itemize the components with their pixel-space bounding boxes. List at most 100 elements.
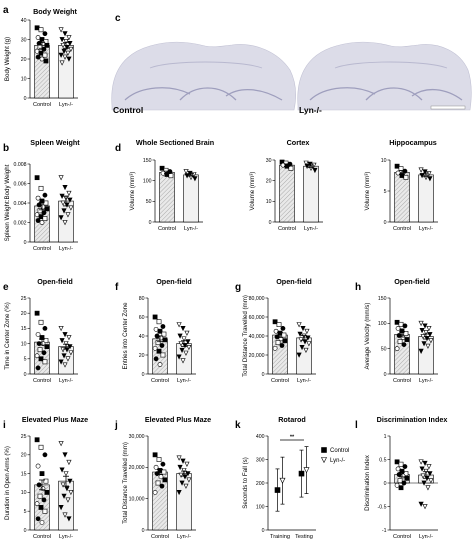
y-tick-label: 30 (266, 158, 272, 164)
data-point (37, 208, 43, 214)
y-tick-label: 20 (21, 311, 27, 317)
panel-letter: c (115, 13, 121, 24)
x-tick-label: Lyn-/- (59, 246, 73, 252)
data-point (67, 478, 73, 484)
data-point (59, 338, 65, 344)
data-point (35, 54, 41, 60)
data-point (39, 520, 45, 525)
data-point (184, 173, 190, 179)
data-point (58, 27, 64, 33)
data-point (58, 325, 64, 332)
data-point (305, 335, 311, 341)
series-point (298, 470, 305, 477)
data-point (418, 459, 424, 465)
data-point (38, 27, 44, 33)
data-point (403, 331, 409, 336)
data-point (419, 173, 425, 179)
data-point (181, 468, 187, 474)
data-point (402, 464, 408, 469)
data-point (42, 31, 48, 37)
y-tick-label: 0 (384, 481, 387, 487)
data-point (158, 335, 164, 341)
data-point (34, 353, 40, 359)
y-axis-label: Time in Center Zone (%) (4, 302, 11, 370)
data-point (60, 200, 66, 206)
chart-title: Rotarod (278, 415, 306, 424)
x-tick-label: Lyn-/- (184, 226, 198, 232)
data-point (65, 356, 71, 362)
data-point (34, 437, 40, 443)
data-point (426, 464, 432, 470)
y-tick-label: 20 (266, 178, 272, 184)
y-tick-label: -0.5 (378, 504, 387, 510)
x-tick-label: Lyn-/- (59, 378, 73, 384)
y-tick-label: 25 (21, 296, 27, 302)
data-point (178, 341, 184, 347)
data-point (394, 346, 400, 352)
data-point (60, 347, 66, 353)
y-axis-label: Body Weight (g) (4, 37, 11, 81)
data-point (38, 444, 44, 450)
data-point (153, 356, 159, 362)
bar (183, 174, 199, 223)
data-point (176, 354, 182, 360)
data-point (427, 471, 433, 477)
data-point (404, 475, 410, 481)
y-tick-label: 100 (143, 178, 152, 184)
bar (418, 174, 434, 223)
chart-title: Body Weight (33, 7, 77, 16)
data-point (394, 163, 400, 169)
x-tick-label: Testing (295, 534, 313, 540)
data-point (152, 452, 158, 458)
data-point (160, 352, 166, 358)
chart-title: Hippocampus (389, 138, 437, 147)
y-tick-label: 10 (21, 76, 27, 82)
data-point (418, 501, 424, 507)
data-point (34, 48, 40, 54)
chart-title: Open-field (156, 277, 192, 286)
data-point (43, 478, 49, 484)
y-tick-label: 15 (21, 471, 27, 477)
data-point (400, 335, 406, 340)
data-point (38, 185, 44, 191)
data-point (65, 50, 71, 56)
legend-marker (321, 457, 327, 464)
legend-label: Control (330, 448, 349, 454)
x-tick-label: Lyn-/- (177, 534, 191, 540)
data-point (402, 168, 408, 174)
y-tick-label: 0 (142, 528, 145, 534)
data-point (37, 44, 43, 50)
data-point (42, 52, 48, 58)
data-point (154, 471, 160, 476)
y-tick-label: 5 (384, 189, 387, 195)
x-tick-label: Control (278, 226, 296, 232)
control-image-label: Control (113, 105, 143, 115)
y-tick-label: 400 (256, 434, 265, 440)
data-point (184, 330, 190, 336)
data-point (425, 343, 431, 349)
data-point (40, 204, 46, 210)
chart-h: h Open-field 0 50 100 150 Average Velocity (mm… (355, 277, 438, 384)
data-point (58, 215, 64, 221)
data-point (58, 175, 64, 181)
panel-letter: l (355, 420, 358, 431)
chart-title: Whole Sectioned Brain (136, 138, 214, 147)
data-point (422, 323, 428, 329)
y-tick-label: 40,000 (249, 334, 265, 340)
x-tick-label: Control (393, 534, 411, 540)
data-point (35, 332, 41, 337)
data-point (297, 331, 303, 337)
y-tick-label: 20 (21, 453, 27, 459)
x-tick-label: Control (33, 534, 51, 540)
data-point (35, 195, 41, 201)
chart-g: g Open-field 0 20,000 40,000 60,000 80,000Tota… (235, 277, 316, 384)
data-point (39, 220, 45, 225)
data-point (156, 348, 162, 354)
data-point (157, 362, 163, 367)
data-point (43, 200, 49, 206)
data-point (34, 212, 40, 218)
data-point (43, 338, 49, 343)
data-point (38, 50, 44, 56)
data-point (396, 333, 402, 338)
data-point (426, 325, 432, 332)
